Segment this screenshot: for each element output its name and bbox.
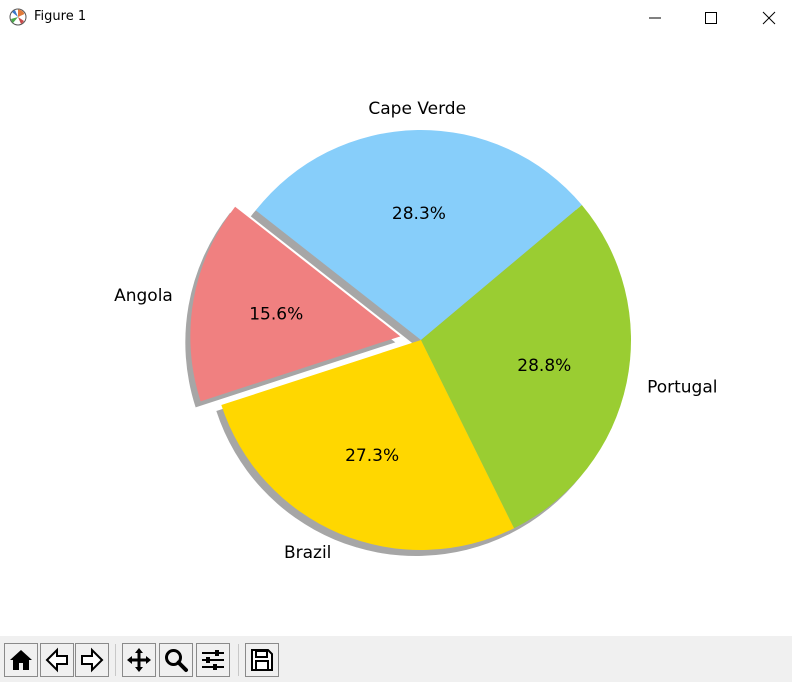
pie-category-label: Brazil (284, 543, 331, 563)
maximize-icon (705, 12, 717, 24)
save-button[interactable] (245, 643, 279, 677)
maximize-button[interactable] (688, 0, 734, 36)
pie-category-label: Portugal (647, 377, 717, 397)
back-button[interactable] (40, 643, 74, 677)
home-icon (10, 650, 32, 670)
minimize-button[interactable] (632, 0, 678, 36)
zoom-icon (165, 649, 188, 672)
pie-slice-angola (190, 206, 401, 402)
home-button[interactable] (4, 643, 38, 677)
pie-slice-brazil (221, 340, 515, 550)
pie-category-label: Cape Verde (368, 99, 466, 119)
move-icon (127, 648, 151, 672)
pan-button[interactable] (122, 643, 156, 677)
sliders-icon (202, 650, 224, 670)
pie-percent-label: 15.6% (249, 304, 303, 324)
minimize-icon (649, 17, 661, 19)
forward-arrow-icon (81, 647, 104, 673)
back-arrow-icon (45, 647, 68, 673)
pie-slice-cape-verde (255, 130, 582, 340)
close-icon (762, 11, 776, 25)
forward-button[interactable] (75, 643, 109, 677)
pie-percent-label: 28.8% (517, 356, 571, 376)
toolbar-separator (238, 644, 239, 676)
pie-category-label: Angola (114, 286, 173, 306)
pie-chart: 28.3% Cape Verde 15.6% Angola 27.3% Brazil 28.… (114, 99, 717, 563)
matplotlib-logo-icon (9, 8, 27, 26)
close-button[interactable] (746, 0, 792, 36)
navigation-toolbar (0, 636, 792, 682)
title-bar: Figure 1 (0, 0, 792, 36)
pie-percent-label: 28.3% (392, 204, 446, 224)
window-title: Figure 1 (34, 9, 87, 24)
save-icon (251, 649, 273, 671)
pie-percent-label: 27.3% (345, 446, 399, 466)
pie-slice-portugal (421, 205, 631, 529)
toolbar-separator (115, 644, 116, 676)
zoom-button[interactable] (159, 643, 193, 677)
configure-subplots-button[interactable] (196, 643, 230, 677)
